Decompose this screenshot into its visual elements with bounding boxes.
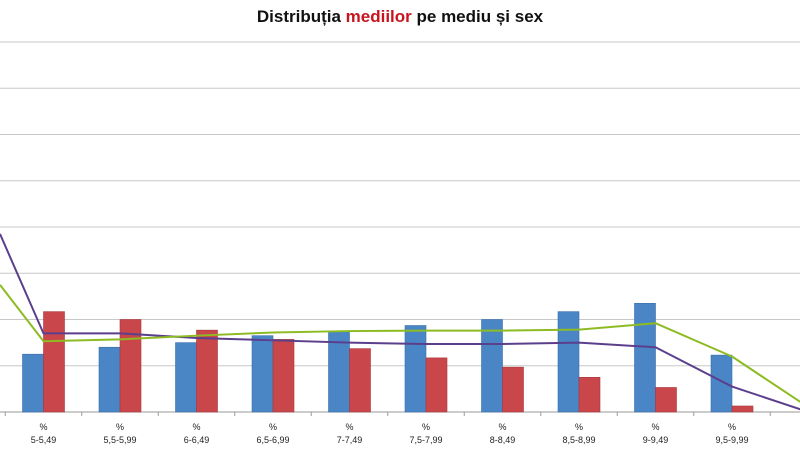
chart-title: Distribuția mediilor pe mediu și sex: [0, 7, 800, 27]
bar-series-1: [404, 325, 427, 413]
x-tick-label: 6,5-6,99: [256, 435, 289, 445]
bar-series-1: [710, 354, 733, 413]
bar-series-1: [481, 319, 503, 413]
x-tick-label: 5,5-5,99: [103, 435, 136, 445]
x-tick-prefix: %: [498, 422, 506, 432]
x-tick-prefix: %: [651, 422, 659, 432]
bar-series-2: [578, 377, 601, 413]
line-series-1: [0, 233, 800, 411]
bar-series-2: [502, 366, 524, 413]
bar-series-1: [175, 342, 197, 413]
x-tick-label: 9-9,49: [643, 435, 669, 445]
chart-title-highlight: mediilor: [345, 7, 412, 26]
bar-series-1: [251, 335, 274, 413]
bar-series-2: [349, 348, 371, 413]
bar-series-2: [119, 319, 142, 413]
chart-title-prefix: Distribuția: [256, 7, 346, 26]
x-tick-label: 5-5,49: [31, 435, 57, 445]
x-tick-label: 8-8,49: [490, 435, 516, 445]
x-tick-prefix: %: [728, 422, 736, 432]
x-tick-prefix: %: [422, 422, 430, 432]
x-tick-prefix: %: [269, 422, 277, 432]
x-tick-label: 7,5-7,99: [409, 435, 442, 445]
x-tick-prefix: %: [345, 422, 353, 432]
chart-title-suffix: pe mediu și sex: [411, 7, 544, 26]
x-tick-label: 6-6,49: [184, 435, 210, 445]
bar-series-1: [22, 353, 44, 413]
bar-series-1: [98, 346, 121, 413]
bar-series-2: [196, 329, 218, 413]
bar-series-1: [634, 303, 656, 413]
x-tick-prefix: %: [116, 422, 124, 432]
x-tick-label: 9,5-9,99: [715, 435, 748, 445]
x-tick-label: 8,5-8,99: [562, 435, 595, 445]
bar-series-2: [272, 339, 295, 413]
x-tick-prefix: %: [39, 422, 47, 432]
bar-series-2: [43, 311, 65, 413]
bar-series-1: [557, 311, 580, 413]
line-series-2: [0, 284, 800, 403]
bar-series-2: [425, 357, 448, 413]
x-tick-prefix: %: [192, 422, 200, 432]
bar-series-2: [655, 387, 677, 413]
x-tick-label: 7-7,49: [337, 435, 363, 445]
x-tick-prefix: %: [575, 422, 583, 432]
bar-series-2: [731, 405, 754, 413]
